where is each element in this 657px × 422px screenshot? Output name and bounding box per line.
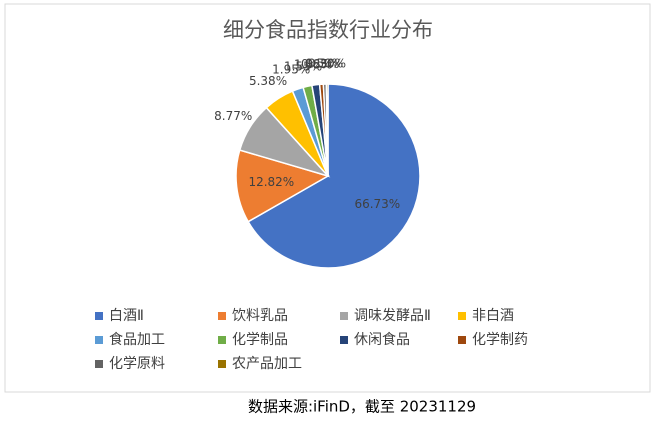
data-label: 0.65% bbox=[301, 57, 339, 71]
legend-label: 化学制品 bbox=[232, 332, 288, 348]
data-label: 1.55% bbox=[284, 59, 322, 73]
legend-label: 非白酒 bbox=[472, 308, 514, 324]
legend-swatch bbox=[218, 360, 226, 368]
legend-label: 化学原料 bbox=[109, 356, 165, 372]
legend-label: 调味发酵品Ⅱ bbox=[354, 308, 431, 324]
legend-label: 农产品加工 bbox=[232, 356, 302, 372]
data-label: 0.50% bbox=[305, 57, 343, 71]
legend-label: 食品加工 bbox=[109, 331, 165, 348]
legend-swatch bbox=[95, 312, 103, 320]
legend-swatch bbox=[218, 336, 226, 344]
legend-swatch bbox=[458, 336, 466, 344]
data-label: 1.35% bbox=[294, 57, 332, 71]
legend-label: 饮料乳品 bbox=[232, 308, 288, 324]
pie-slice bbox=[325, 83, 329, 177]
data-label: 1.95% bbox=[272, 63, 310, 77]
data-label: 8.77% bbox=[214, 109, 252, 123]
data-label: 66.73% bbox=[354, 197, 400, 211]
legend-label: 化学制药 bbox=[472, 332, 528, 348]
pie-slice bbox=[247, 83, 421, 269]
data-label: 5.38% bbox=[249, 74, 287, 88]
legend-swatch bbox=[218, 312, 226, 320]
legend-swatch bbox=[458, 312, 466, 320]
pie-slice bbox=[235, 149, 330, 223]
legend-label: 白酒Ⅱ bbox=[109, 308, 144, 324]
legend-label: 休闲食品 bbox=[354, 331, 410, 348]
chart-title: 细分食品指数行业分布 bbox=[223, 18, 433, 42]
legend-swatch bbox=[340, 312, 348, 320]
data-label: 12.82% bbox=[248, 175, 294, 189]
legend-swatch bbox=[95, 336, 103, 344]
legend-swatch bbox=[340, 336, 348, 344]
data-label: 0.30% bbox=[308, 57, 346, 71]
source-note: 数据来源:iFinD，截至 20231129 bbox=[248, 398, 476, 416]
legend-swatch bbox=[95, 360, 103, 368]
